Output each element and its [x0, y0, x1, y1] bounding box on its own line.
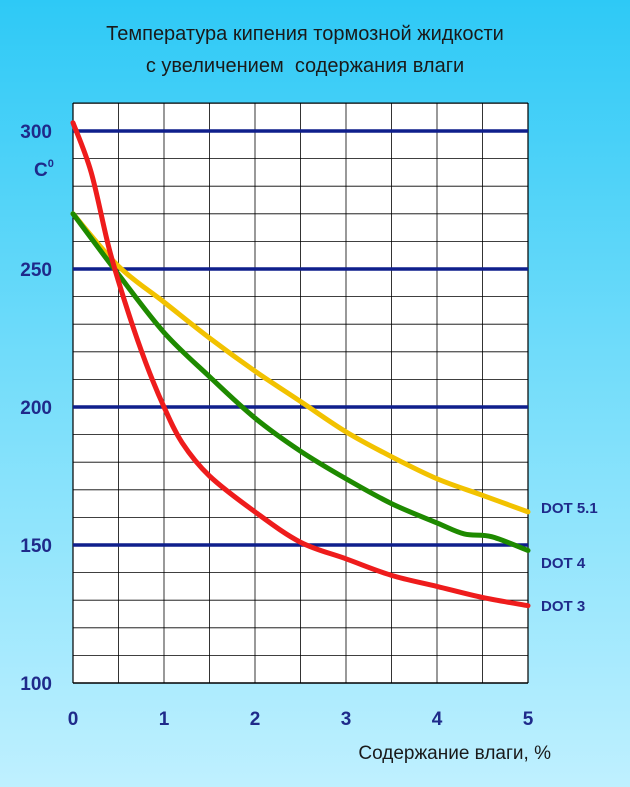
x-axis-label: Содержание влаги, % — [358, 743, 551, 764]
series-line-dot-5-1 — [70, 211, 531, 515]
x-tick-label: 4 — [432, 709, 443, 730]
y-tick-label: 100 — [20, 674, 52, 695]
series-line-dot-3 — [70, 120, 531, 609]
chart-title: Температура кипения тормозной жидкости с… — [0, 18, 610, 82]
x-tick-label: 5 — [523, 709, 534, 730]
chart-title-line-1: Температура кипения тормозной жидкости — [106, 23, 504, 45]
series-labels: DOT 5.1 DOT 4 DOT 3 — [541, 500, 598, 615]
series-lines — [70, 120, 531, 609]
y-tick-label: 300 — [20, 122, 52, 143]
y-axis-unit: C0 — [34, 158, 54, 181]
y-tick-label: 150 — [20, 536, 52, 557]
series-line-dot-4 — [70, 211, 531, 554]
series-label-dot-3: DOT 3 — [541, 598, 585, 615]
x-tick-label: 1 — [159, 709, 170, 730]
y-axis-ticks: 100 150 200 250 300 — [20, 122, 52, 695]
series-label-dot-5-1: DOT 5.1 — [541, 500, 598, 517]
minor-grid — [72, 102, 529, 683]
x-tick-label: 2 — [250, 709, 261, 730]
x-axis-ticks: 0 1 2 3 4 5 — [68, 709, 534, 730]
y-tick-label: 200 — [20, 398, 52, 419]
x-tick-label: 3 — [341, 709, 352, 730]
y-tick-label: 250 — [20, 260, 52, 281]
chart-title-line-2: с увеличением содержания влаги — [145, 55, 465, 77]
x-tick-label: 0 — [68, 709, 79, 730]
series-label-dot-4: DOT 4 — [541, 555, 586, 572]
